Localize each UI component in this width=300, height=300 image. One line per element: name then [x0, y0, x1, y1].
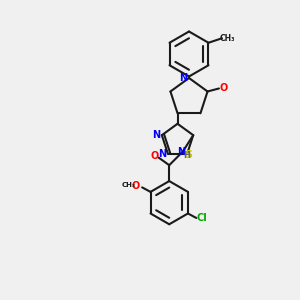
Text: CH₃: CH₃ [122, 182, 136, 188]
Text: O: O [150, 151, 158, 161]
Text: N: N [158, 148, 166, 159]
Text: N: N [177, 147, 185, 157]
Text: N: N [179, 73, 188, 83]
Text: Cl: Cl [197, 213, 208, 223]
Text: N: N [152, 130, 160, 140]
Text: S: S [185, 150, 193, 160]
Text: O: O [219, 83, 228, 94]
Text: O: O [131, 181, 140, 191]
Text: CH₃: CH₃ [220, 34, 235, 43]
Text: H: H [184, 151, 190, 160]
